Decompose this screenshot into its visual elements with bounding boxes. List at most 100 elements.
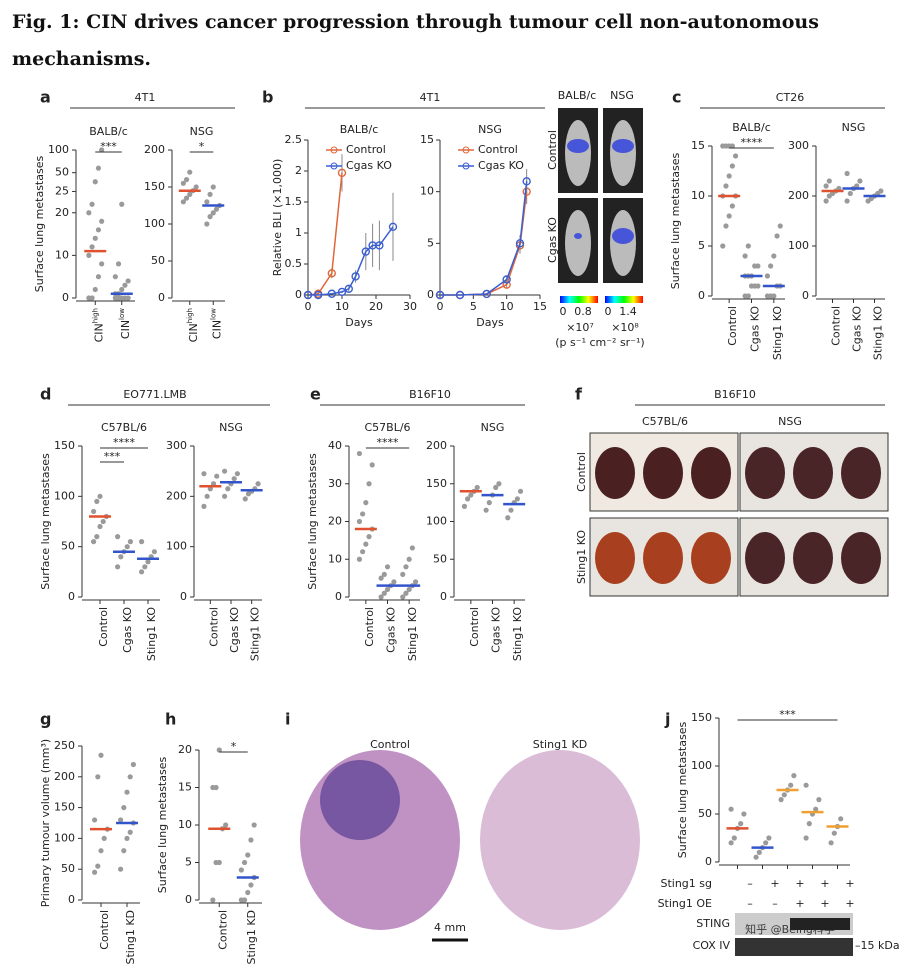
sig-label: **** [377, 436, 400, 449]
series-point [361, 247, 370, 256]
y-tick-label: 5 [427, 236, 434, 249]
x-tick-label: CINhigh [186, 308, 200, 342]
subplot-title: BALB/c [732, 121, 771, 134]
scale-unit: ×10⁸ [611, 321, 639, 334]
data-point [92, 286, 98, 293]
y-tick-label: 200 [788, 189, 809, 202]
x-axis-label: Days [476, 316, 504, 329]
scale-label: 4 mm [434, 921, 466, 934]
data-point [98, 752, 104, 758]
data-point [97, 523, 103, 530]
data-point [356, 518, 363, 525]
lung [643, 532, 683, 584]
data-point [806, 821, 812, 827]
y-tick-label: 100 [166, 540, 187, 553]
data-point [508, 507, 514, 513]
data-point [238, 867, 244, 873]
data-point [86, 252, 92, 258]
data-point [803, 782, 809, 788]
legend-marker [330, 162, 338, 170]
data-point [193, 184, 199, 190]
data-point [86, 210, 92, 216]
data-point [112, 274, 118, 280]
scale-tick: 0 [605, 305, 612, 318]
data-point [139, 569, 145, 575]
data-point [187, 169, 193, 175]
data-point [838, 816, 844, 822]
lung [691, 447, 731, 499]
x-tick-label: Sting1 KD [124, 910, 137, 964]
series-line [308, 226, 394, 296]
data-point [242, 496, 248, 502]
y-tick-label: 200 [54, 770, 75, 783]
panel-letter: c [672, 88, 681, 107]
x-tick-label: Sting1 KO [249, 607, 262, 661]
data-point [381, 590, 387, 596]
data-point [216, 747, 222, 753]
data-point [119, 201, 125, 207]
series-line [440, 191, 528, 296]
bli-signal [612, 228, 634, 244]
lung [691, 532, 731, 584]
y-tick-label: 0 [158, 291, 165, 304]
legend-label: Control [478, 143, 518, 156]
data-point [94, 498, 100, 504]
lung [595, 447, 635, 499]
data-point [816, 797, 822, 803]
data-point [828, 840, 834, 846]
panel-header: 4T1 [135, 91, 156, 104]
data-point [122, 282, 128, 288]
y-tick-label: 100 [426, 515, 447, 528]
data-point [781, 792, 787, 798]
lung [841, 447, 881, 499]
y-tick-label: 10 [691, 189, 705, 202]
y-tick-label: 50 [61, 540, 75, 553]
data-point [360, 549, 366, 555]
legend-marker [462, 146, 470, 154]
y-tick-label: 25 [55, 184, 69, 197]
data-point [823, 183, 829, 189]
data-point [720, 243, 726, 249]
lung [841, 532, 881, 584]
mouse-body [565, 210, 591, 276]
series-point [455, 290, 465, 300]
scale-tick: 0.8 [574, 305, 592, 318]
data-point [98, 848, 104, 854]
data-point [92, 179, 98, 185]
data-point [766, 835, 772, 841]
subplot-title: BALB/c [340, 123, 379, 136]
series-point [327, 289, 336, 298]
sig-label: *** [100, 140, 117, 153]
y-tick-label: 300 [166, 439, 187, 452]
data-point [732, 153, 739, 159]
y-tick-label: 0 [295, 288, 302, 301]
y-tick-label: 0 [68, 893, 75, 906]
data-point [204, 199, 210, 205]
category-sup: high [91, 308, 99, 323]
data-point [248, 882, 254, 888]
x-tick-label: Control [468, 607, 481, 647]
row-label: Control [575, 452, 588, 492]
data-point [726, 213, 732, 219]
legend-marker [330, 146, 338, 154]
data-point [101, 835, 107, 842]
category-sup: low [209, 308, 217, 320]
x-tick-label: Sting1 KO [511, 607, 524, 661]
data-point [95, 227, 102, 233]
column-label: NSG [610, 89, 634, 102]
data-point [95, 274, 102, 280]
cell: – [747, 897, 753, 910]
y-tick-label: 100 [54, 489, 75, 502]
data-point [755, 283, 761, 289]
cell: + [770, 877, 779, 890]
data-point [124, 544, 130, 550]
series-point [482, 289, 491, 299]
data-point [378, 575, 384, 581]
data-point [225, 486, 231, 492]
panel-letter: e [310, 385, 321, 404]
data-point [778, 797, 784, 803]
data-point [403, 564, 409, 570]
y-tick-label: 100 [691, 759, 712, 772]
y-tick-label: 10 [420, 185, 434, 198]
data-point [400, 571, 406, 577]
